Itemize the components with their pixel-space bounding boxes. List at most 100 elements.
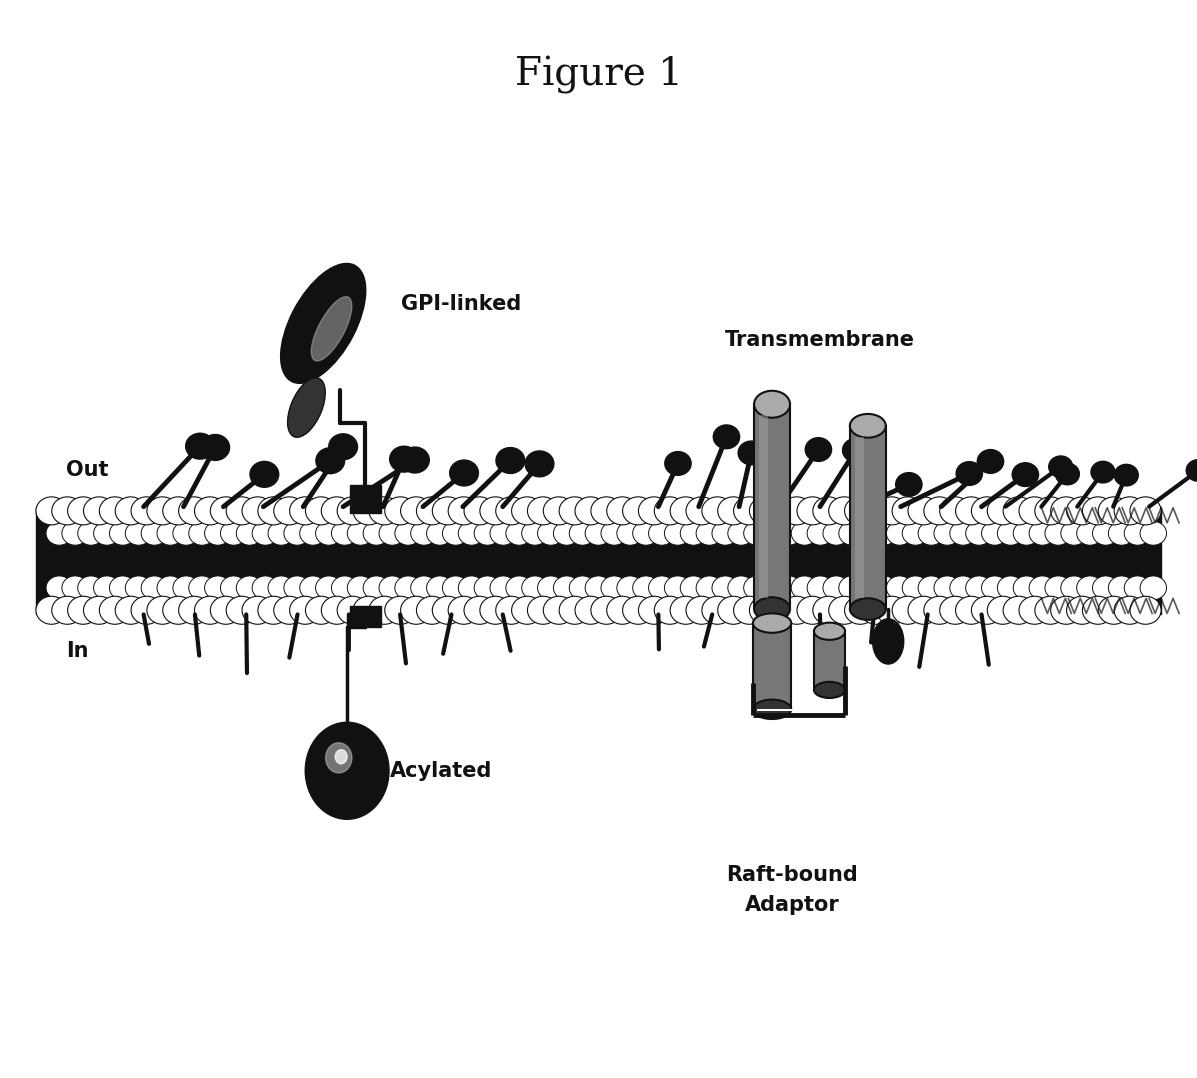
Circle shape	[290, 497, 321, 525]
Circle shape	[791, 576, 818, 599]
Circle shape	[1076, 522, 1104, 545]
Circle shape	[887, 522, 913, 545]
Circle shape	[749, 497, 780, 525]
Circle shape	[861, 497, 892, 525]
Circle shape	[84, 596, 115, 624]
Circle shape	[1124, 522, 1150, 545]
Circle shape	[99, 596, 130, 624]
Circle shape	[982, 522, 1008, 545]
Text: Out: Out	[66, 459, 109, 480]
Circle shape	[1076, 576, 1104, 599]
Circle shape	[1019, 596, 1050, 624]
FancyBboxPatch shape	[759, 415, 768, 598]
FancyBboxPatch shape	[757, 709, 841, 711]
FancyBboxPatch shape	[350, 485, 381, 513]
Circle shape	[1108, 522, 1135, 545]
Circle shape	[220, 576, 247, 599]
Circle shape	[274, 497, 305, 525]
Circle shape	[1003, 497, 1034, 525]
Circle shape	[949, 522, 977, 545]
Text: Raft-bound: Raft-bound	[727, 865, 858, 885]
Circle shape	[1045, 522, 1071, 545]
Circle shape	[749, 596, 780, 624]
Circle shape	[329, 433, 358, 459]
Circle shape	[257, 497, 288, 525]
Circle shape	[490, 522, 516, 545]
Circle shape	[78, 576, 104, 599]
Circle shape	[390, 446, 419, 472]
Ellipse shape	[754, 390, 790, 418]
Circle shape	[1049, 456, 1073, 478]
Circle shape	[163, 596, 194, 624]
Circle shape	[972, 596, 1003, 624]
Text: Figure 1: Figure 1	[515, 56, 682, 95]
Circle shape	[664, 522, 691, 545]
Circle shape	[870, 522, 897, 545]
FancyBboxPatch shape	[754, 404, 790, 609]
Circle shape	[739, 441, 765, 465]
Circle shape	[649, 576, 675, 599]
Circle shape	[384, 497, 415, 525]
Circle shape	[1090, 461, 1114, 483]
Circle shape	[274, 596, 305, 624]
Circle shape	[189, 522, 215, 545]
Circle shape	[474, 576, 500, 599]
Circle shape	[480, 497, 511, 525]
Circle shape	[988, 497, 1019, 525]
Circle shape	[765, 596, 796, 624]
Ellipse shape	[754, 597, 790, 621]
Circle shape	[1051, 596, 1082, 624]
Circle shape	[918, 576, 944, 599]
Ellipse shape	[753, 613, 791, 633]
Circle shape	[338, 596, 369, 624]
Circle shape	[1061, 522, 1087, 545]
Circle shape	[426, 576, 452, 599]
Circle shape	[448, 596, 479, 624]
Circle shape	[290, 596, 321, 624]
Circle shape	[186, 433, 214, 459]
Circle shape	[1082, 497, 1113, 525]
Circle shape	[45, 576, 73, 599]
Circle shape	[734, 596, 765, 624]
Circle shape	[384, 596, 415, 624]
FancyBboxPatch shape	[350, 606, 381, 627]
Circle shape	[622, 596, 654, 624]
Circle shape	[1140, 576, 1167, 599]
Circle shape	[1029, 576, 1056, 599]
Circle shape	[268, 576, 294, 599]
Ellipse shape	[753, 700, 791, 719]
Circle shape	[1019, 497, 1050, 525]
Circle shape	[316, 576, 342, 599]
Circle shape	[369, 596, 400, 624]
Circle shape	[480, 596, 511, 624]
Circle shape	[649, 522, 675, 545]
Circle shape	[1067, 497, 1098, 525]
Circle shape	[728, 522, 754, 545]
Circle shape	[876, 596, 907, 624]
Circle shape	[506, 522, 533, 545]
Circle shape	[363, 576, 389, 599]
Circle shape	[67, 497, 98, 525]
Circle shape	[1093, 576, 1119, 599]
Circle shape	[1093, 522, 1119, 545]
Circle shape	[713, 425, 740, 448]
Circle shape	[553, 522, 579, 545]
Circle shape	[903, 522, 929, 545]
Circle shape	[686, 497, 717, 525]
Ellipse shape	[326, 743, 352, 773]
Circle shape	[855, 576, 881, 599]
Circle shape	[220, 522, 247, 545]
Circle shape	[321, 596, 352, 624]
Circle shape	[966, 576, 992, 599]
Circle shape	[956, 461, 983, 485]
Ellipse shape	[305, 722, 389, 819]
Circle shape	[655, 596, 686, 624]
Circle shape	[51, 596, 83, 624]
Circle shape	[474, 522, 500, 545]
Circle shape	[1013, 576, 1040, 599]
FancyBboxPatch shape	[850, 426, 886, 609]
Ellipse shape	[814, 682, 845, 699]
Circle shape	[997, 522, 1023, 545]
Circle shape	[686, 596, 717, 624]
Circle shape	[1003, 596, 1034, 624]
